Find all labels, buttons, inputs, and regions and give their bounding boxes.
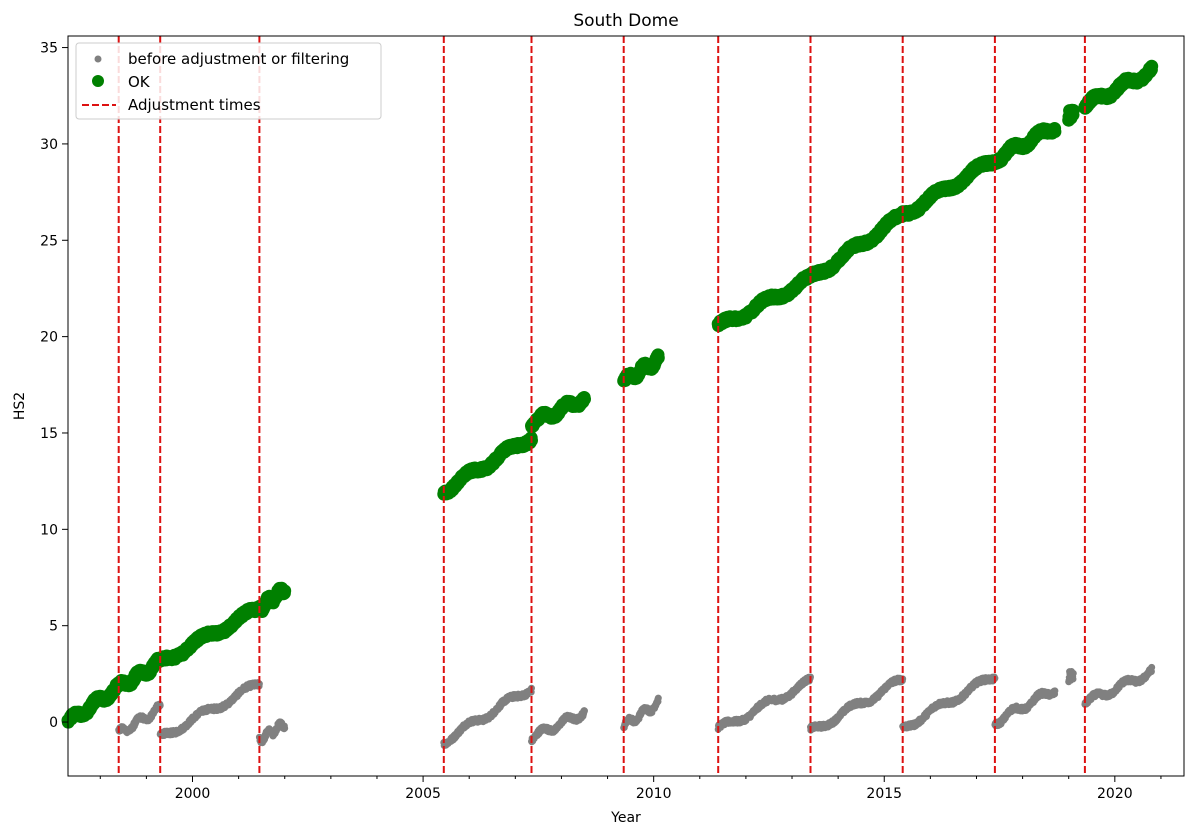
before-adjustment-points-segment-7 (714, 673, 814, 733)
y-tick-label: 15 (40, 426, 58, 442)
ok-points-segment-7 (711, 268, 817, 333)
marks-layer (61, 59, 1159, 750)
ok-points-segment-2 (153, 601, 266, 668)
y-tick-label: 5 (49, 619, 58, 635)
before-adjustment-points-segment-5 (528, 707, 588, 746)
y-tick-label: 35 (40, 41, 58, 57)
before-adjustment-points-segment-6 (620, 694, 662, 732)
ok-points-segment-12 (1078, 59, 1159, 115)
before-adjustment-points-segment-8 (807, 674, 907, 734)
legend-entry-before-adjustment: before adjustment or filtering (128, 50, 349, 68)
legend-marker-ok (92, 75, 104, 87)
ticks-layer: 2000 2005 2010 2015 2020 0 5 10 15 20 25 30 35 (40, 41, 1162, 802)
ok-points-segment-6 (617, 348, 665, 388)
x-tick-label: 2000 (175, 786, 211, 802)
before-adjustment-points-segment-4 (440, 684, 535, 750)
ok-points-segment-4 (437, 431, 538, 501)
x-tick-label: 2010 (636, 786, 672, 802)
x-axis-label: Year (610, 810, 641, 826)
legend-entry-adjustment-times: Adjustment times (128, 96, 261, 114)
y-tick-label: 25 (40, 233, 58, 249)
before-adjustment-points-segment-3 (255, 718, 289, 747)
legend-box (75, 42, 382, 120)
x-tick-label: 2020 (1097, 786, 1133, 802)
legend: before adjustment or filtering OK Adjust… (75, 42, 382, 120)
before-adjustment-points-segment-12 (1081, 663, 1156, 708)
ok-points-segment-10 (988, 122, 1062, 170)
before-adjustment-points-segment-2 (156, 679, 263, 740)
legend-entry-ok: OK (128, 73, 151, 91)
ok-points-segment-9 (896, 154, 1002, 223)
y-tick-label: 30 (40, 137, 58, 153)
x-tick-label: 2015 (866, 786, 902, 802)
legend-marker-before-adjustment (94, 55, 102, 63)
x-tick-label: 2005 (405, 786, 441, 802)
adjustment-lines-layer (117, 36, 1086, 776)
y-tick-label: 20 (40, 330, 58, 346)
y-tick-label: 0 (49, 715, 58, 731)
ok-points-segment-3 (252, 581, 292, 618)
before-adjustment-points-segment-10 (991, 687, 1059, 730)
before-adjustment-points-segment-11 (1065, 668, 1077, 686)
plot-frame (67, 35, 1185, 777)
y-tick-label: 10 (40, 522, 58, 538)
ok-points-segment-1 (112, 651, 167, 693)
before-adjustment-points-segment-1 (115, 700, 164, 737)
ok-points-segment-0 (61, 676, 126, 729)
chart-title: South Dome (573, 11, 678, 31)
ok-points-segment-5 (525, 391, 591, 434)
before-adjustment-points-segment-9 (899, 673, 999, 732)
y-axis-label: HS2 (12, 392, 28, 420)
ok-points-segment-8 (804, 207, 910, 284)
ok-points-segment-11 (1062, 103, 1080, 127)
